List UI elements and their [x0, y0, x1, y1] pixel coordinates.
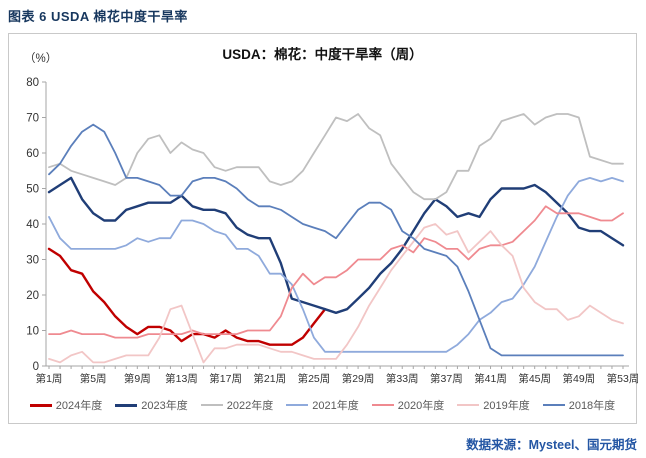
legend-item-2024年度: 2024年度 — [29, 397, 103, 413]
legend-swatch — [371, 404, 394, 406]
chart-title: USDA：棉花：中度干旱率（周） — [222, 47, 423, 62]
legend-swatch — [286, 404, 309, 406]
x-tick-label: 第49周 — [563, 372, 596, 385]
y-tick-label: 0 — [33, 361, 39, 373]
series-line-2022年度 — [48, 113, 624, 201]
x-tick-label: 第29周 — [342, 372, 375, 385]
y-tick-label: 40 — [26, 219, 39, 231]
x-tick-label: 第17周 — [209, 372, 242, 385]
series-line-2018年度 — [48, 123, 624, 357]
x-tick-label: 第33周 — [386, 372, 419, 385]
x-tick-label: 第5周 — [80, 372, 107, 385]
x-tick-label: 第1周 — [36, 372, 63, 385]
legend-swatch — [457, 404, 480, 406]
x-tick-label: 第37周 — [430, 372, 463, 385]
y-tick-label: 30 — [26, 255, 39, 267]
series-line-2023年度 — [47, 176, 625, 314]
x-tick-label: 第41周 — [474, 372, 507, 385]
data-source-note: 数据来源：Mysteel、国元期货 — [466, 438, 637, 452]
series-line-2024年度 — [47, 247, 327, 346]
y-tick-label: 70 — [26, 113, 39, 125]
legend-label: 2023年度 — [141, 400, 188, 412]
legend-label: 2019年度 — [483, 400, 530, 412]
legend-item-2023年度: 2023年度 — [115, 397, 188, 413]
legend-label: 2024年度 — [55, 400, 103, 412]
y-axis-unit-label: （%） — [24, 53, 58, 65]
chart-container: USDA：棉花：中度干旱率（周） （%） 0 10 20 30 40 50 60 70 80 第1… — [8, 33, 638, 424]
legend-swatch — [115, 403, 138, 407]
series-line-2021年度 — [48, 177, 624, 353]
x-tick-label: 第9周 — [124, 372, 151, 385]
x-tick-label: 第53周 — [607, 372, 638, 385]
legend-swatch — [200, 404, 223, 406]
x-tick-label: 第13周 — [165, 372, 198, 385]
legend-item-2022年度: 2022年度 — [200, 397, 274, 413]
legend-item-2021年度: 2021年度 — [286, 397, 359, 413]
chart-legend: 2024年度 2023年度 2022年度 2021年度 2020年度 2019年度 2018… — [9, 397, 636, 413]
legend-label: 2020年度 — [397, 400, 445, 412]
series-line-2020年度 — [48, 205, 624, 339]
series-line-2019年度 — [48, 223, 624, 364]
figure-title: 图表 6 USDA 棉花中度干旱率 — [8, 9, 188, 24]
legend-label: 2018年度 — [568, 400, 616, 412]
legend-item-2018年度: 2018年度 — [542, 397, 616, 413]
legend-swatch — [29, 403, 52, 407]
legend-label: 2021年度 — [312, 400, 359, 412]
legend-item-2019年度: 2019年度 — [457, 397, 530, 413]
legend-label: 2022年度 — [226, 400, 274, 412]
x-tick-label: 第25周 — [298, 372, 331, 385]
x-tick-label: 第45周 — [518, 372, 551, 385]
y-tick-label: 50 — [26, 184, 39, 196]
legend-swatch — [542, 404, 565, 406]
x-tick-label: 第21周 — [253, 372, 286, 385]
y-tick-label: 60 — [26, 148, 39, 160]
y-tick-label: 20 — [26, 290, 39, 302]
y-tick-label: 80 — [26, 77, 39, 89]
legend-item-2020年度: 2020年度 — [371, 397, 445, 413]
y-tick-label: 10 — [26, 326, 39, 338]
